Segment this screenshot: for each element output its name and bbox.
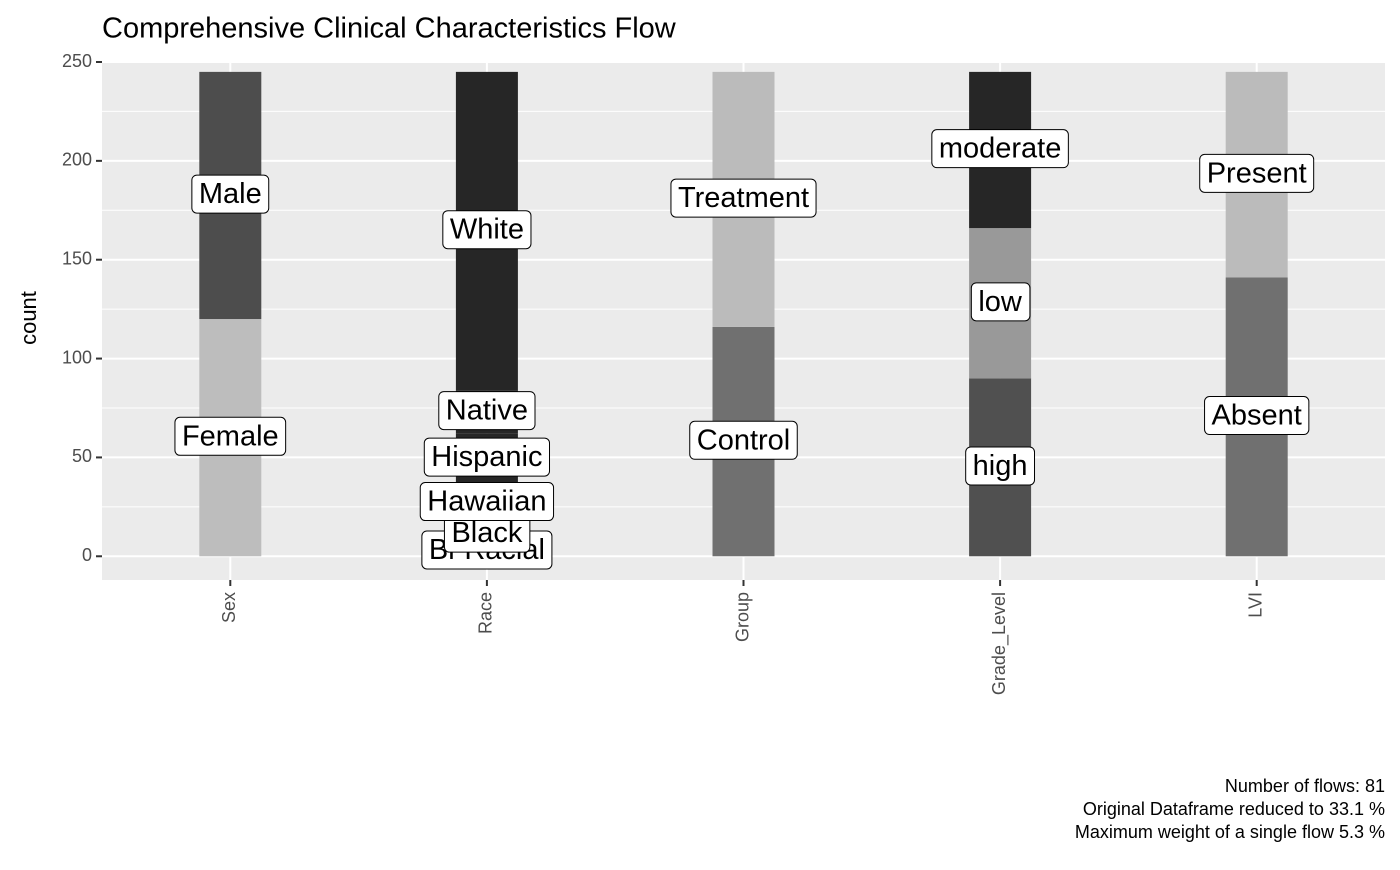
stratum-label-text: Control: [697, 424, 791, 456]
stratum-label-text: low: [978, 286, 1023, 318]
stratum-label: low: [970, 282, 1031, 322]
x-tick-label: LVI: [1245, 592, 1265, 618]
y-tick-label: 50: [72, 446, 92, 466]
x-tick-label: Group: [732, 592, 752, 642]
y-tick-label: 250: [62, 51, 92, 71]
x-tick-label: Grade_Level: [989, 592, 1010, 695]
stratum-label-text: Present: [1207, 157, 1307, 189]
stratum-label: White: [442, 210, 532, 250]
stratum-label-text: high: [973, 450, 1028, 482]
y-tick-label: 200: [62, 150, 92, 170]
stratum-label-text: Hispanic: [431, 441, 542, 473]
stratum-label: Control: [689, 420, 798, 460]
label-box: [438, 391, 536, 431]
stratum-label: Male: [191, 174, 270, 214]
caption: Maximum weight of a single flow 5.3 %: [1075, 822, 1385, 842]
stratum-label: Female: [174, 416, 287, 456]
stratum-label: Hispanic: [423, 437, 551, 477]
stratum-label-text: Black: [451, 517, 522, 549]
stratum-label: Hawaiian: [419, 482, 555, 522]
label-box: [442, 210, 532, 250]
stratum-label: Absent: [1204, 396, 1310, 436]
y-tick-label: 100: [62, 347, 92, 367]
stratum-label: Present: [1199, 153, 1315, 193]
label-box: [670, 178, 817, 218]
stratum-label-text: moderate: [939, 133, 1062, 165]
label-box: [419, 482, 555, 522]
stratum-label: high: [965, 446, 1036, 486]
x-tick-label: Race: [476, 592, 496, 634]
stratum-label-text: White: [450, 214, 524, 246]
y-tick-label: 0: [82, 545, 92, 565]
caption: Number of flows: 81: [1225, 776, 1385, 796]
chart-title: Comprehensive Clinical Characteristics F…: [102, 13, 677, 45]
label-box: [689, 420, 798, 460]
stratum-label-text: Male: [199, 178, 262, 210]
label-box: [1199, 153, 1315, 193]
stratum-label: moderate: [931, 129, 1069, 169]
stratum-label: Native: [438, 391, 536, 431]
stratum-label-text: Absent: [1212, 400, 1302, 432]
x-tick-label: Sex: [219, 592, 239, 623]
label-box: [174, 416, 287, 456]
label-box: [423, 437, 551, 477]
label-box: [970, 282, 1031, 322]
stratum-label: Black: [443, 513, 531, 553]
label-box: [965, 446, 1036, 486]
stratum-label-text: Hawaiian: [427, 486, 546, 518]
label-box: [931, 129, 1069, 169]
stratum-label-text: Female: [182, 420, 279, 452]
y-tick-label: 150: [62, 248, 92, 268]
stratum-label-text: Treatment: [678, 182, 809, 214]
stratum-label: Treatment: [670, 178, 817, 218]
label-box: [1204, 396, 1310, 436]
label-box: [191, 174, 270, 214]
y-axis-label: count: [16, 291, 41, 345]
stratum-label-text: Native: [446, 395, 528, 427]
caption: Original Dataframe reduced to 33.1 %: [1083, 799, 1385, 819]
